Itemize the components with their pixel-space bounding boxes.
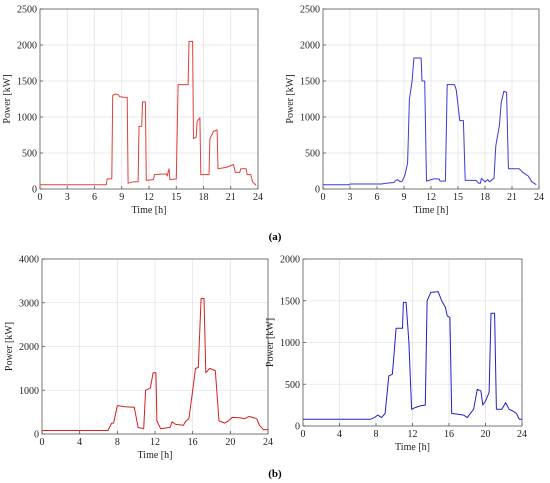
x-tick-label: 20 <box>481 429 491 440</box>
x-tick-label: 24 <box>534 192 544 203</box>
series-line <box>42 297 268 431</box>
x-tick-label: 12 <box>408 429 418 440</box>
y-tick-label: 1000 <box>280 338 300 349</box>
x-tick-label: 16 <box>188 437 198 448</box>
x-tick-label: 0 <box>38 192 43 203</box>
x-tick-label: 15 <box>171 192 181 203</box>
y-tick-label: 1500 <box>300 77 320 88</box>
x-tick-label: 0 <box>40 437 45 448</box>
x-tick-label: 9 <box>402 192 407 203</box>
x-tick-label: 4 <box>337 429 342 440</box>
y-axis-label: Power [kW] <box>285 74 296 123</box>
x-axis-label: Time [h] <box>132 205 167 216</box>
x-tick-label: 0 <box>301 429 306 440</box>
x-tick-label: 24 <box>263 437 273 448</box>
y-tick-label: 2500 <box>17 5 37 16</box>
y-tick-label: 2000 <box>17 41 37 52</box>
x-axis-label: Time [h] <box>138 450 173 461</box>
x-tick-label: 20 <box>225 437 235 448</box>
series-line <box>303 291 522 420</box>
x-tick-label: 24 <box>253 192 263 203</box>
chart-a-left: 0 3 6 9 12 15 18 21 24 0 500 1000 1500 2000 2500 Time [… <box>2 5 263 217</box>
y-tick-label: 2000 <box>300 41 320 52</box>
y-axis-label: Power [kW] <box>2 74 13 123</box>
x-tick-label: 18 <box>199 192 209 203</box>
y-tick-label: 500 <box>285 380 300 391</box>
chart-b-left: 0 4 8 12 16 20 24 0 1000 2000 3000 4000 Time [h] Powe… <box>4 255 273 462</box>
series-line <box>323 57 537 186</box>
x-axis-label: Time [h] <box>395 442 430 453</box>
x-tick-label: 15 <box>453 192 463 203</box>
y-axis-label: Power [kW] <box>4 322 15 371</box>
y-axis-label: Power [kW] <box>265 318 276 367</box>
x-tick-label: 21 <box>507 192 517 203</box>
y-tick-label: 500 <box>305 149 320 160</box>
x-tick-label: 9 <box>119 192 124 203</box>
x-tick-label: 24 <box>517 429 527 440</box>
panel-label-b: (b) <box>268 468 282 480</box>
x-tick-label: 4 <box>77 437 82 448</box>
chart-a-right: 0 3 6 9 12 15 18 21 24 0 500 1000 1500 2000 2500 Time [… <box>285 5 544 217</box>
x-tick-label: 0 <box>321 192 326 203</box>
x-tick-label: 16 <box>444 429 454 440</box>
y-tick-label: 500 <box>22 149 37 160</box>
x-tick-label: 8 <box>374 429 379 440</box>
x-tick-label: 12 <box>426 192 436 203</box>
x-tick-label: 6 <box>375 192 380 203</box>
y-tick-label: 1500 <box>280 296 300 307</box>
x-axis-label: Time [h] <box>414 205 449 216</box>
y-tick-label: 2000 <box>19 342 39 353</box>
x-tick-label: 12 <box>150 437 160 448</box>
x-tick-label: 8 <box>115 437 120 448</box>
x-tick-label: 21 <box>226 192 236 203</box>
panel-label-a: (a) <box>269 231 282 243</box>
y-tick-label: 0 <box>34 430 39 441</box>
x-tick-label: 3 <box>65 192 70 203</box>
x-tick-label: 6 <box>92 192 97 203</box>
series-line <box>40 40 257 186</box>
y-tick-label: 2500 <box>300 5 320 16</box>
y-tick-label: 0 <box>32 185 37 196</box>
y-tick-label: 3000 <box>19 298 39 309</box>
y-tick-label: 1000 <box>17 113 37 124</box>
y-tick-label: 1000 <box>300 113 320 124</box>
y-tick-label: 2000 <box>280 255 300 266</box>
y-tick-label: 1000 <box>19 386 39 397</box>
x-tick-label: 18 <box>480 192 490 203</box>
chart-b-right: 0 4 8 12 16 20 24 0 500 1000 1500 2000 Time [h] Power… <box>265 255 527 454</box>
y-tick-label: 0 <box>295 422 300 433</box>
y-tick-label: 0 <box>315 185 320 196</box>
y-tick-label: 4000 <box>19 255 39 266</box>
y-tick-label: 1500 <box>17 77 37 88</box>
x-tick-label: 12 <box>144 192 154 203</box>
x-tick-label: 3 <box>348 192 353 203</box>
